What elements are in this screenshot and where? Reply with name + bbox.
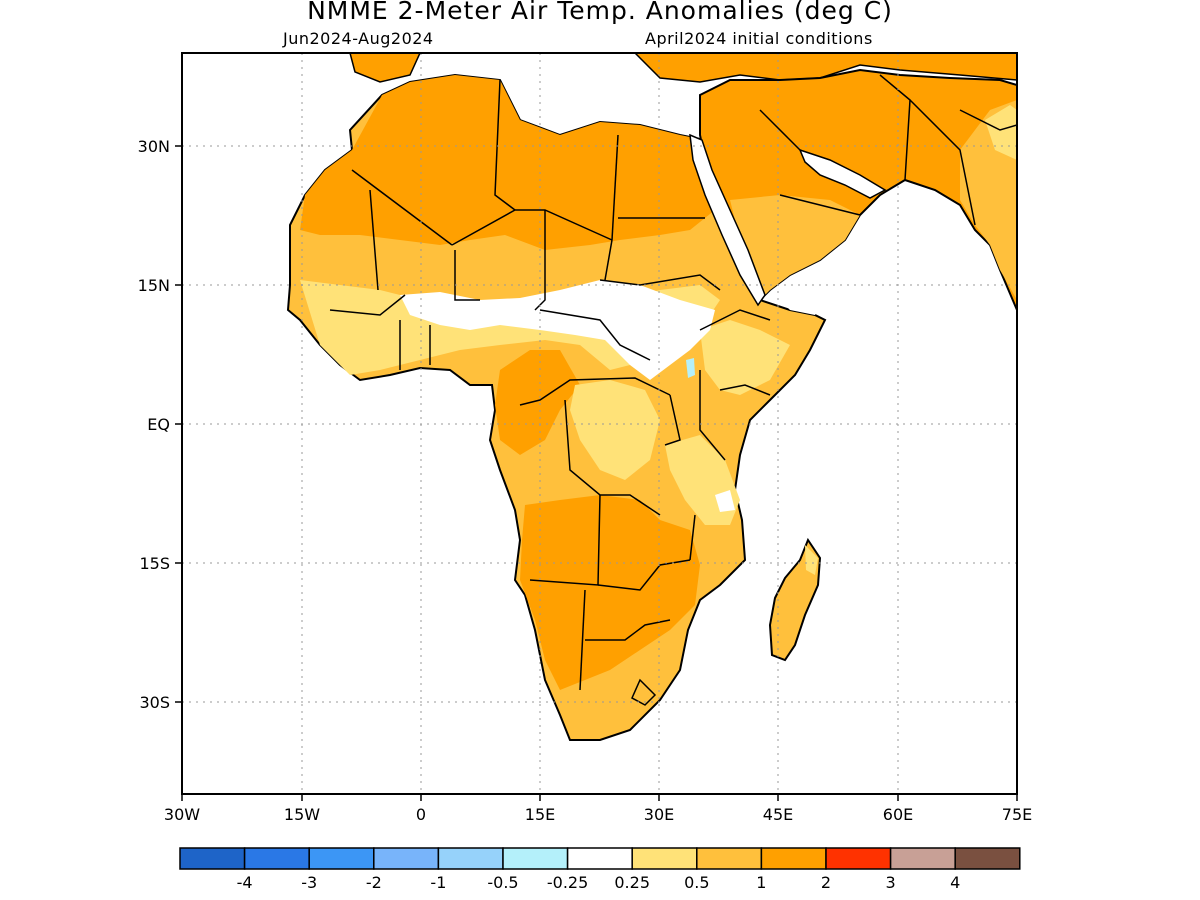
lon-label-45e: 45E bbox=[763, 805, 793, 824]
lon-label-30e: 30E bbox=[644, 805, 674, 824]
anomaly-1-2-sahara bbox=[300, 75, 715, 250]
colorbar-label: -0.25 bbox=[547, 873, 588, 892]
lon-label-75e: 75E bbox=[1002, 805, 1032, 824]
colorbar-swatch bbox=[308, 847, 375, 870]
colorbar-label: 0.5 bbox=[684, 873, 709, 892]
lon-label-60e: 60E bbox=[883, 805, 913, 824]
colorbar: -4 -3 -2 -1 -0.5 -0.25 0.25 0.5 1 2 3 4 bbox=[179, 847, 1021, 892]
persian-gulf bbox=[798, 148, 887, 199]
colorbar-label: 2 bbox=[821, 873, 831, 892]
colorbar-swatch bbox=[825, 847, 892, 870]
colorbar-label: 4 bbox=[950, 873, 960, 892]
colorbar-label: -2 bbox=[366, 873, 382, 892]
anomaly-neutral-coast bbox=[715, 490, 735, 512]
anomaly-neutral-sahel bbox=[400, 280, 715, 380]
anomaly-1-2-south bbox=[520, 495, 700, 690]
gridlines bbox=[182, 53, 1017, 794]
country-borders bbox=[329, 74, 1017, 706]
tick-marks bbox=[175, 145, 1018, 801]
lat-label-30n: 30N bbox=[138, 137, 170, 156]
colorbar-swatch bbox=[437, 847, 504, 870]
lat-label-15n: 15N bbox=[138, 276, 170, 295]
valid-period: Jun2024-Aug2024 bbox=[283, 29, 434, 48]
map-area bbox=[286, 53, 1017, 741]
eastern-europe-landmass bbox=[633, 53, 1017, 83]
colorbar-label: 3 bbox=[886, 873, 896, 892]
lon-label-0: 0 bbox=[416, 805, 426, 824]
anomaly-cool-lake bbox=[686, 358, 695, 378]
colorbar-label: -1 bbox=[430, 873, 446, 892]
arabia-moderate bbox=[730, 195, 860, 300]
anomaly-05-1-east bbox=[700, 320, 790, 395]
colorbar-swatch bbox=[566, 847, 633, 870]
colorbar-label: -4 bbox=[237, 873, 253, 892]
colorbar-label: -3 bbox=[301, 873, 317, 892]
colorbar-swatch bbox=[954, 847, 1021, 870]
lat-label-eq: EQ bbox=[147, 415, 170, 434]
colorbar-swatch bbox=[696, 847, 763, 870]
colorbar-swatch bbox=[760, 847, 827, 870]
madagascar-weak bbox=[805, 545, 818, 575]
colorbar-label: -0.5 bbox=[487, 873, 518, 892]
colorbar-swatch bbox=[502, 847, 569, 870]
colorbar-swatch bbox=[243, 847, 310, 870]
europe-landmass bbox=[349, 53, 421, 83]
lon-label-15e: 15E bbox=[525, 805, 555, 824]
colorbar-label: 1 bbox=[756, 873, 766, 892]
red-sea bbox=[689, 133, 766, 307]
colorbar-swatch bbox=[631, 847, 698, 870]
anomaly-1-2-central bbox=[495, 350, 580, 455]
colorbar-swatch bbox=[373, 847, 440, 870]
lat-label-15s: 15S bbox=[139, 554, 170, 573]
anomaly-neutral-horn bbox=[770, 285, 830, 315]
lat-label-30s: 30S bbox=[139, 693, 170, 712]
initial-conditions: April2024 initial conditions bbox=[645, 29, 873, 48]
colorbar-swatch bbox=[889, 847, 956, 870]
map-title: NMME 2-Meter Air Temp. Anomalies (deg C) bbox=[307, 0, 893, 25]
anomaly-05-1-congo bbox=[570, 380, 660, 480]
lon-label-30w: 30W bbox=[164, 805, 200, 824]
lon-label-15w: 15W bbox=[284, 805, 320, 824]
colorbar-label: 0.25 bbox=[614, 873, 650, 892]
colorbar-swatch bbox=[179, 847, 246, 870]
